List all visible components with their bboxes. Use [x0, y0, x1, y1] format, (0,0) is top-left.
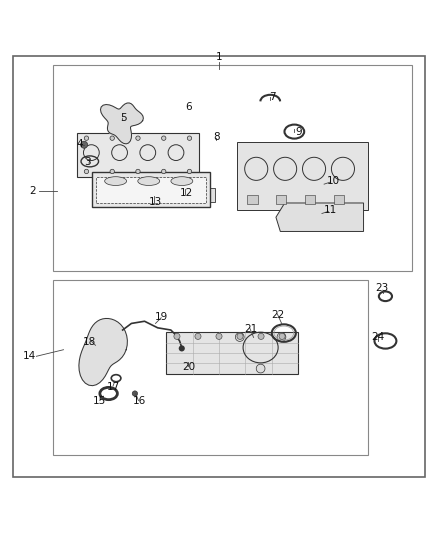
- Circle shape: [237, 333, 243, 340]
- Circle shape: [162, 136, 166, 140]
- Bar: [334, 196, 344, 204]
- Bar: [247, 196, 258, 204]
- Bar: [305, 196, 315, 204]
- Circle shape: [81, 141, 88, 148]
- Text: 10: 10: [326, 176, 339, 186]
- Bar: [53, 65, 412, 271]
- Bar: [92, 172, 210, 207]
- Text: 18: 18: [83, 337, 96, 347]
- Bar: [194, 188, 203, 201]
- Text: 17: 17: [106, 382, 120, 392]
- Text: 20: 20: [182, 362, 195, 372]
- Ellipse shape: [138, 177, 160, 185]
- Circle shape: [110, 169, 114, 174]
- Bar: [145, 188, 154, 201]
- Text: 24: 24: [371, 333, 384, 343]
- Bar: [169, 188, 179, 201]
- Polygon shape: [79, 319, 127, 386]
- Bar: [237, 142, 368, 209]
- Circle shape: [256, 364, 265, 373]
- Text: 13: 13: [149, 197, 162, 207]
- Text: 11: 11: [324, 205, 337, 215]
- Text: 7: 7: [269, 92, 276, 102]
- Bar: [157, 188, 166, 201]
- Circle shape: [258, 333, 264, 340]
- Bar: [53, 280, 368, 455]
- Circle shape: [162, 169, 166, 174]
- Circle shape: [179, 345, 185, 351]
- Text: 9: 9: [295, 127, 302, 138]
- Text: 23: 23: [376, 284, 389, 293]
- Circle shape: [136, 136, 140, 140]
- Circle shape: [187, 169, 192, 174]
- Circle shape: [136, 169, 140, 174]
- Bar: [96, 177, 206, 203]
- Bar: [166, 332, 298, 374]
- Text: 12: 12: [180, 188, 193, 198]
- Circle shape: [110, 136, 114, 140]
- Circle shape: [277, 333, 286, 342]
- Polygon shape: [276, 203, 364, 231]
- Circle shape: [132, 391, 138, 396]
- Bar: [206, 188, 215, 201]
- Polygon shape: [100, 103, 143, 144]
- Text: 14: 14: [23, 351, 36, 361]
- Circle shape: [187, 136, 192, 140]
- Circle shape: [84, 169, 88, 174]
- Circle shape: [216, 333, 222, 340]
- Circle shape: [279, 333, 285, 340]
- Text: 4: 4: [77, 139, 84, 149]
- Text: 19: 19: [155, 312, 168, 322]
- Text: 3: 3: [84, 157, 91, 167]
- Ellipse shape: [171, 177, 193, 185]
- Bar: [276, 196, 286, 204]
- Text: 6: 6: [185, 102, 192, 111]
- Circle shape: [235, 333, 244, 342]
- Text: 22: 22: [272, 310, 285, 320]
- Text: 8: 8: [213, 132, 220, 142]
- Ellipse shape: [105, 177, 127, 185]
- Text: 16: 16: [133, 397, 146, 406]
- Text: 21: 21: [244, 324, 257, 334]
- Text: 5: 5: [120, 112, 127, 123]
- Circle shape: [84, 136, 88, 140]
- Text: 2: 2: [29, 186, 36, 196]
- Text: 15: 15: [93, 397, 106, 406]
- Circle shape: [195, 333, 201, 340]
- Text: 1: 1: [215, 52, 223, 62]
- Circle shape: [174, 333, 180, 340]
- Bar: [77, 133, 199, 177]
- Bar: [181, 188, 191, 201]
